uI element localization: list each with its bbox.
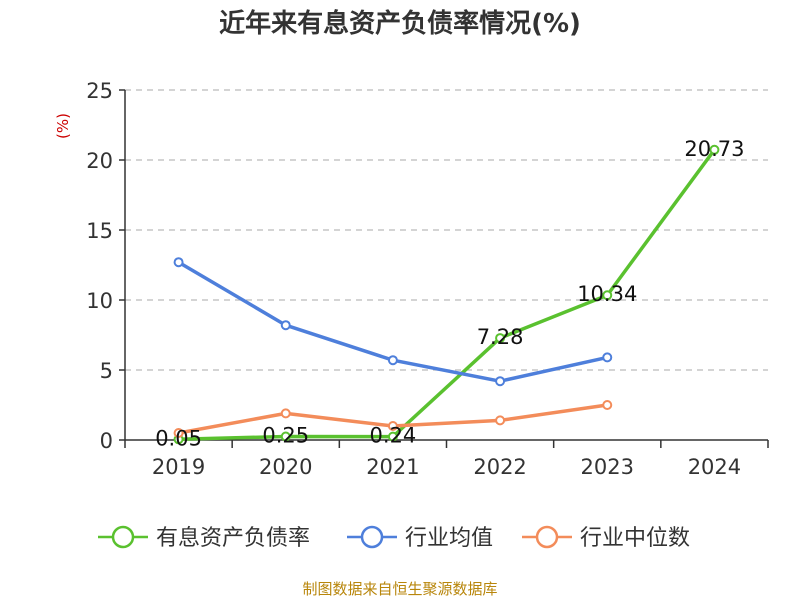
chart-title: 近年来有息资产负债率情况(%) [219, 8, 581, 39]
x-tick-label: 2024 [688, 455, 741, 479]
legend-swatch-marker [535, 525, 559, 549]
y-tick-label: 25 [86, 79, 113, 103]
y-tick-label: 10 [86, 289, 113, 313]
legend-item[interactable]: 行业均值 [347, 525, 493, 551]
data-label: 7.28 [477, 325, 524, 349]
legend-item[interactable]: 有息资产负债率 [98, 525, 310, 551]
data-point [709, 144, 720, 155]
data-point [387, 431, 398, 442]
y-axis-label: (%) [54, 113, 72, 139]
data-point [495, 333, 506, 344]
legend[interactable]: 有息资产负债率 行业均值 行业中位数 [98, 525, 690, 551]
source-note: 制图数据来自恒生聚源数据库 [302, 580, 497, 598]
x-tick-label: 2021 [366, 455, 419, 479]
grid [125, 89, 768, 371]
legend-label: 行业中位数 [580, 526, 690, 551]
data-point [173, 428, 184, 438]
legend-swatch-marker [360, 525, 384, 549]
x-tick-label: 2020 [259, 455, 312, 479]
data-point [280, 431, 291, 442]
legend-label: 有息资产负债率 [156, 526, 310, 551]
data-label: 0.05 [155, 426, 202, 450]
data-point [280, 320, 291, 331]
data-point [280, 408, 291, 419]
data-point [495, 415, 506, 426]
data-point [602, 290, 613, 301]
data-point [387, 355, 398, 366]
data-label: 10.34 [577, 282, 637, 306]
y-tick-label: 5 [100, 359, 113, 383]
axes: 0 5 10 15 20 25 2019 2020 2021 2022 2023 2024 [86, 79, 769, 479]
y-tick-label: 15 [86, 219, 113, 243]
x-tick-label: 2022 [473, 455, 526, 479]
series-layer [173, 144, 720, 445]
data-point [602, 352, 613, 363]
data-label: 0.25 [262, 424, 309, 448]
x-tick-label: 2019 [152, 455, 205, 479]
series-line [178, 148, 716, 442]
data-point [173, 257, 184, 268]
x-tick-label: 2023 [581, 455, 634, 479]
legend-swatch-marker [111, 525, 135, 549]
y-tick-label: 0 [100, 429, 113, 453]
data-label: 20.73 [684, 137, 744, 161]
data-point [495, 376, 506, 387]
legend-item[interactable]: 行业中位数 [522, 525, 690, 551]
data-point [602, 400, 613, 410]
data-label: 0.24 [370, 424, 417, 448]
data-labels: 0.05 0.25 0.24 7.28 10.34 20.73 [155, 137, 744, 451]
legend-label: 行业均值 [405, 526, 493, 551]
data-point [387, 421, 398, 431]
y-tick-label: 20 [86, 149, 113, 173]
